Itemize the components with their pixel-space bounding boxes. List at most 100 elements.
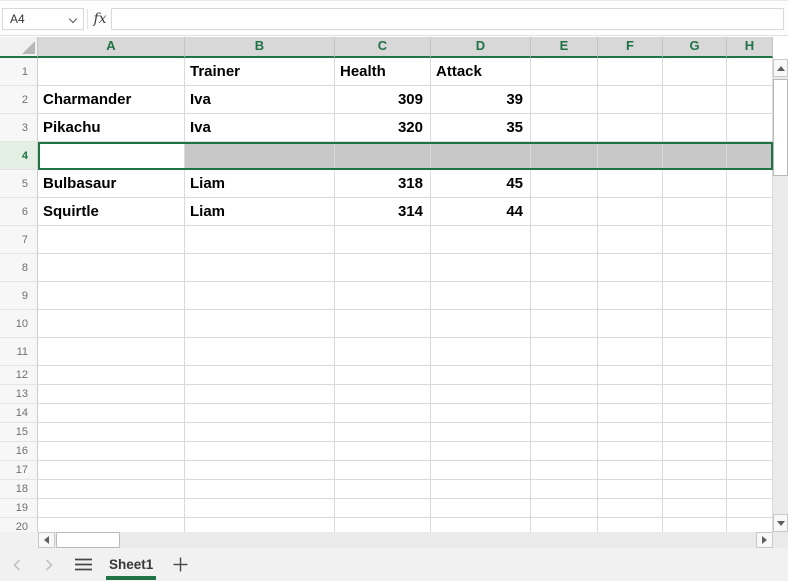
cell-A3[interactable]: Pikachu <box>38 114 185 142</box>
cell-F1[interactable] <box>598 58 663 86</box>
row-header-5[interactable]: 5 <box>0 170 38 198</box>
cell-D16[interactable] <box>431 442 531 461</box>
cell-B8[interactable] <box>185 254 335 282</box>
cell-H2[interactable] <box>727 86 773 114</box>
cell-D20[interactable] <box>431 518 531 532</box>
cell-B20[interactable] <box>185 518 335 532</box>
cell-B13[interactable] <box>185 385 335 404</box>
cell-H14[interactable] <box>727 404 773 423</box>
cell-B7[interactable] <box>185 226 335 254</box>
cell-F13[interactable] <box>598 385 663 404</box>
cell-B14[interactable] <box>185 404 335 423</box>
cell-G8[interactable] <box>663 254 727 282</box>
cell-F7[interactable] <box>598 226 663 254</box>
cell-G16[interactable] <box>663 442 727 461</box>
cell-D6[interactable]: 44 <box>431 198 531 226</box>
cell-D1[interactable]: Attack <box>431 58 531 86</box>
cell-G12[interactable] <box>663 366 727 385</box>
cell-F14[interactable] <box>598 404 663 423</box>
cell-E4[interactable] <box>531 142 598 170</box>
row-header-13[interactable]: 13 <box>0 385 38 404</box>
row-header-14[interactable]: 14 <box>0 404 38 423</box>
cell-E11[interactable] <box>531 338 598 366</box>
cell-G15[interactable] <box>663 423 727 442</box>
cell-H17[interactable] <box>727 461 773 480</box>
cell-H12[interactable] <box>727 366 773 385</box>
cell-G19[interactable] <box>663 499 727 518</box>
next-sheet-button[interactable] <box>42 558 56 572</box>
cell-D18[interactable] <box>431 480 531 499</box>
cell-H18[interactable] <box>727 480 773 499</box>
scroll-down-button[interactable] <box>773 514 788 532</box>
cell-D5[interactable]: 45 <box>431 170 531 198</box>
cell-G3[interactable] <box>663 114 727 142</box>
column-header-B[interactable]: B <box>185 37 335 58</box>
cell-C4[interactable] <box>335 142 431 170</box>
cell-D3[interactable]: 35 <box>431 114 531 142</box>
cell-E14[interactable] <box>531 404 598 423</box>
row-header-2[interactable]: 2 <box>0 86 38 114</box>
cell-H5[interactable] <box>727 170 773 198</box>
cell-F16[interactable] <box>598 442 663 461</box>
cell-G1[interactable] <box>663 58 727 86</box>
cell-F20[interactable] <box>598 518 663 532</box>
formula-input[interactable] <box>111 8 784 30</box>
cell-G10[interactable] <box>663 310 727 338</box>
cell-D4[interactable] <box>431 142 531 170</box>
cell-D15[interactable] <box>431 423 531 442</box>
cell-G9[interactable] <box>663 282 727 310</box>
cell-F5[interactable] <box>598 170 663 198</box>
cell-G14[interactable] <box>663 404 727 423</box>
cell-A12[interactable] <box>38 366 185 385</box>
cell-C18[interactable] <box>335 480 431 499</box>
cell-E17[interactable] <box>531 461 598 480</box>
column-header-G[interactable]: G <box>663 37 727 58</box>
cell-B1[interactable]: Trainer <box>185 58 335 86</box>
cell-D12[interactable] <box>431 366 531 385</box>
row-header-12[interactable]: 12 <box>0 366 38 385</box>
row-header-9[interactable]: 9 <box>0 282 38 310</box>
cell-F3[interactable] <box>598 114 663 142</box>
cell-H20[interactable] <box>727 518 773 532</box>
cell-G11[interactable] <box>663 338 727 366</box>
row-header-3[interactable]: 3 <box>0 114 38 142</box>
sheet-menu-button[interactable] <box>74 558 92 572</box>
cell-E15[interactable] <box>531 423 598 442</box>
cell-E16[interactable] <box>531 442 598 461</box>
cell-A10[interactable] <box>38 310 185 338</box>
cell-D17[interactable] <box>431 461 531 480</box>
cell-F19[interactable] <box>598 499 663 518</box>
vertical-scrollbar-thumb[interactable] <box>773 79 788 176</box>
cell-A19[interactable] <box>38 499 185 518</box>
prev-sheet-button[interactable] <box>10 558 24 572</box>
cell-A6[interactable]: Squirtle <box>38 198 185 226</box>
cell-H7[interactable] <box>727 226 773 254</box>
row-header-6[interactable]: 6 <box>0 198 38 226</box>
cell-D11[interactable] <box>431 338 531 366</box>
cell-D13[interactable] <box>431 385 531 404</box>
cell-D19[interactable] <box>431 499 531 518</box>
cell-H10[interactable] <box>727 310 773 338</box>
horizontal-scrollbar-thumb[interactable] <box>56 532 120 548</box>
cell-B5[interactable]: Liam <box>185 170 335 198</box>
chevron-down-icon[interactable] <box>68 14 78 24</box>
cell-B10[interactable] <box>185 310 335 338</box>
cell-C15[interactable] <box>335 423 431 442</box>
cell-E8[interactable] <box>531 254 598 282</box>
name-box[interactable]: A4 <box>2 8 84 30</box>
row-header-16[interactable]: 16 <box>0 442 38 461</box>
cell-G20[interactable] <box>663 518 727 532</box>
cell-E18[interactable] <box>531 480 598 499</box>
row-header-7[interactable]: 7 <box>0 226 38 254</box>
scroll-up-button[interactable] <box>773 59 788 77</box>
cell-C11[interactable] <box>335 338 431 366</box>
cell-B3[interactable]: Iva <box>185 114 335 142</box>
cell-C1[interactable]: Health <box>335 58 431 86</box>
cell-A20[interactable] <box>38 518 185 532</box>
cell-D14[interactable] <box>431 404 531 423</box>
cell-E1[interactable] <box>531 58 598 86</box>
cell-F15[interactable] <box>598 423 663 442</box>
cell-C9[interactable] <box>335 282 431 310</box>
cell-H1[interactable] <box>727 58 773 86</box>
cell-C10[interactable] <box>335 310 431 338</box>
